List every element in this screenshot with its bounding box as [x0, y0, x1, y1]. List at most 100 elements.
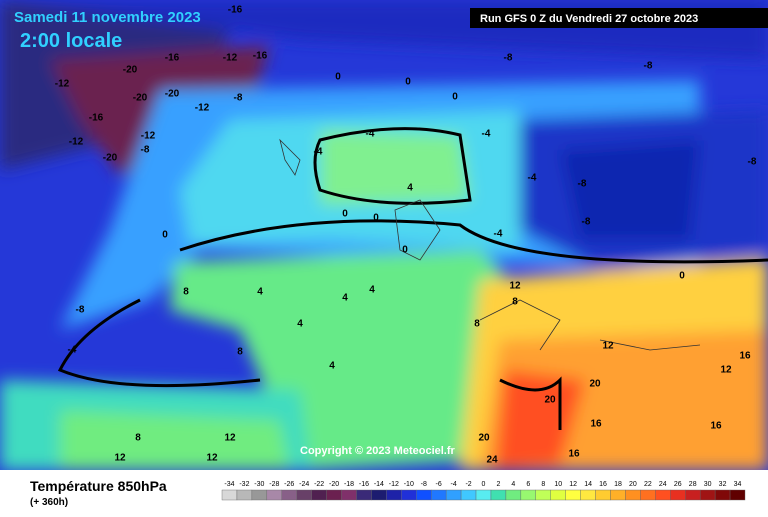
- scale-swatch: [326, 489, 342, 501]
- footer-title: Température 850hPa: [30, 478, 167, 494]
- coastline: [279, 138, 701, 351]
- scale-label: 26: [674, 481, 682, 488]
- scale-swatch: [341, 489, 357, 501]
- contour-label: 16: [739, 351, 751, 362]
- contour-label: 8: [512, 297, 518, 308]
- scale-label: 8: [541, 481, 545, 488]
- scale-swatch: [670, 489, 686, 501]
- scale-label: 2: [496, 481, 500, 488]
- contour-label: 20: [589, 379, 601, 390]
- date-label: Samedi 11 novembre 2023: [14, 9, 201, 26]
- contour-label: -20: [123, 65, 138, 76]
- contour-label: 12: [224, 433, 236, 444]
- contour-label: -16: [165, 53, 180, 64]
- scale-label: 30: [704, 481, 712, 488]
- contour-label: -8: [141, 145, 150, 156]
- scale-swatch: [729, 489, 746, 501]
- scale-swatch: [386, 489, 402, 501]
- contour-label: -20: [133, 93, 148, 104]
- scale-label: 16: [599, 481, 607, 488]
- scale-swatch: [281, 489, 297, 501]
- scale-swatch: [580, 489, 596, 501]
- contour-label: 0: [405, 77, 411, 88]
- scale-swatch: [490, 489, 507, 501]
- scale-swatch: [221, 489, 238, 501]
- contour-label: 4: [342, 293, 348, 304]
- scale-label: -8: [421, 481, 427, 488]
- scale-swatch: [565, 489, 581, 501]
- contour-label: -4: [314, 147, 323, 158]
- contour-label: 4: [369, 285, 375, 296]
- contour-label: 0: [402, 245, 408, 256]
- contour-label: 20: [478, 433, 490, 444]
- contour-label: 0: [342, 209, 348, 220]
- time-label: 2:00 locale: [20, 30, 122, 52]
- temperature-field: [0, 0, 768, 470]
- scale-swatch: [251, 489, 268, 501]
- contour-label: 0: [162, 230, 168, 241]
- scale-label: -2: [465, 481, 471, 488]
- scale-swatch: [445, 489, 462, 501]
- contour-label: -4: [494, 229, 503, 240]
- contour-label: -16: [253, 51, 268, 62]
- scale-label: -32: [239, 481, 249, 488]
- scale-label: -34: [224, 481, 234, 488]
- scale-swatch: [296, 489, 312, 501]
- contour-label: 4: [257, 287, 263, 298]
- contour-label: 8: [183, 287, 189, 298]
- scale-swatch: [356, 489, 372, 501]
- scale-label: 34: [734, 481, 742, 488]
- scale-swatch: [401, 489, 417, 501]
- scale-label: 20: [629, 481, 637, 488]
- contour-label: -8: [578, 179, 587, 190]
- scale-swatch: [236, 489, 253, 501]
- contour-label: 24: [486, 455, 498, 466]
- scale-label: 22: [644, 481, 652, 488]
- scale-label: -6: [436, 481, 442, 488]
- scale-swatch: [371, 489, 387, 501]
- run-box: [470, 8, 768, 28]
- scale-label: 14: [584, 481, 592, 488]
- scale-label: -4: [450, 481, 456, 488]
- contour-label: -4: [482, 129, 491, 140]
- contour-label: -8: [234, 93, 243, 104]
- contour-label: 4: [407, 183, 413, 194]
- scale-label: 4: [511, 481, 515, 488]
- contour-label: -12: [141, 131, 156, 142]
- scale-label: -16: [359, 481, 369, 488]
- scale-label: -18: [344, 481, 354, 488]
- scale-swatch: [550, 489, 566, 501]
- isotherm-zero: [57, 127, 768, 430]
- contour-label: 12: [720, 365, 732, 376]
- contour-label: -12: [55, 79, 70, 90]
- scale-label: -12: [389, 481, 399, 488]
- scale-label: 10: [554, 481, 562, 488]
- contour-label: 0: [679, 271, 685, 282]
- color-scale: -34 -32 -30 -28 -26 -24 -22 -20 -18 -16 -14 -12 -10-…: [221, 481, 746, 501]
- scale-swatch: [640, 489, 656, 501]
- contour-label: 4: [297, 319, 303, 330]
- scale-swatch: [625, 489, 641, 501]
- contour-label: 12: [602, 341, 614, 352]
- contour-label: 12: [206, 453, 218, 464]
- scale-swatch: [655, 489, 671, 501]
- contour-label: 12: [114, 453, 126, 464]
- contour-label: 12: [509, 281, 521, 292]
- contour-label: -12: [223, 53, 238, 64]
- contour-label: 16: [710, 421, 722, 432]
- contour-label: -8: [504, 53, 513, 64]
- scale-swatch: [505, 489, 522, 501]
- footer-lead: (+ 360h): [30, 497, 68, 508]
- contour-label: -8: [748, 157, 757, 168]
- scale-swatch: [685, 489, 701, 501]
- scale-label: -10: [404, 481, 414, 488]
- contour-label: 8: [474, 319, 480, 330]
- contour-label: -4: [68, 345, 77, 356]
- contour-label: -16: [228, 5, 243, 16]
- scale-swatch: [475, 489, 492, 501]
- scale-swatch: [699, 489, 716, 501]
- scale-swatch: [266, 489, 282, 501]
- scale-label: 6: [526, 481, 530, 488]
- contour-label: 0: [452, 92, 458, 103]
